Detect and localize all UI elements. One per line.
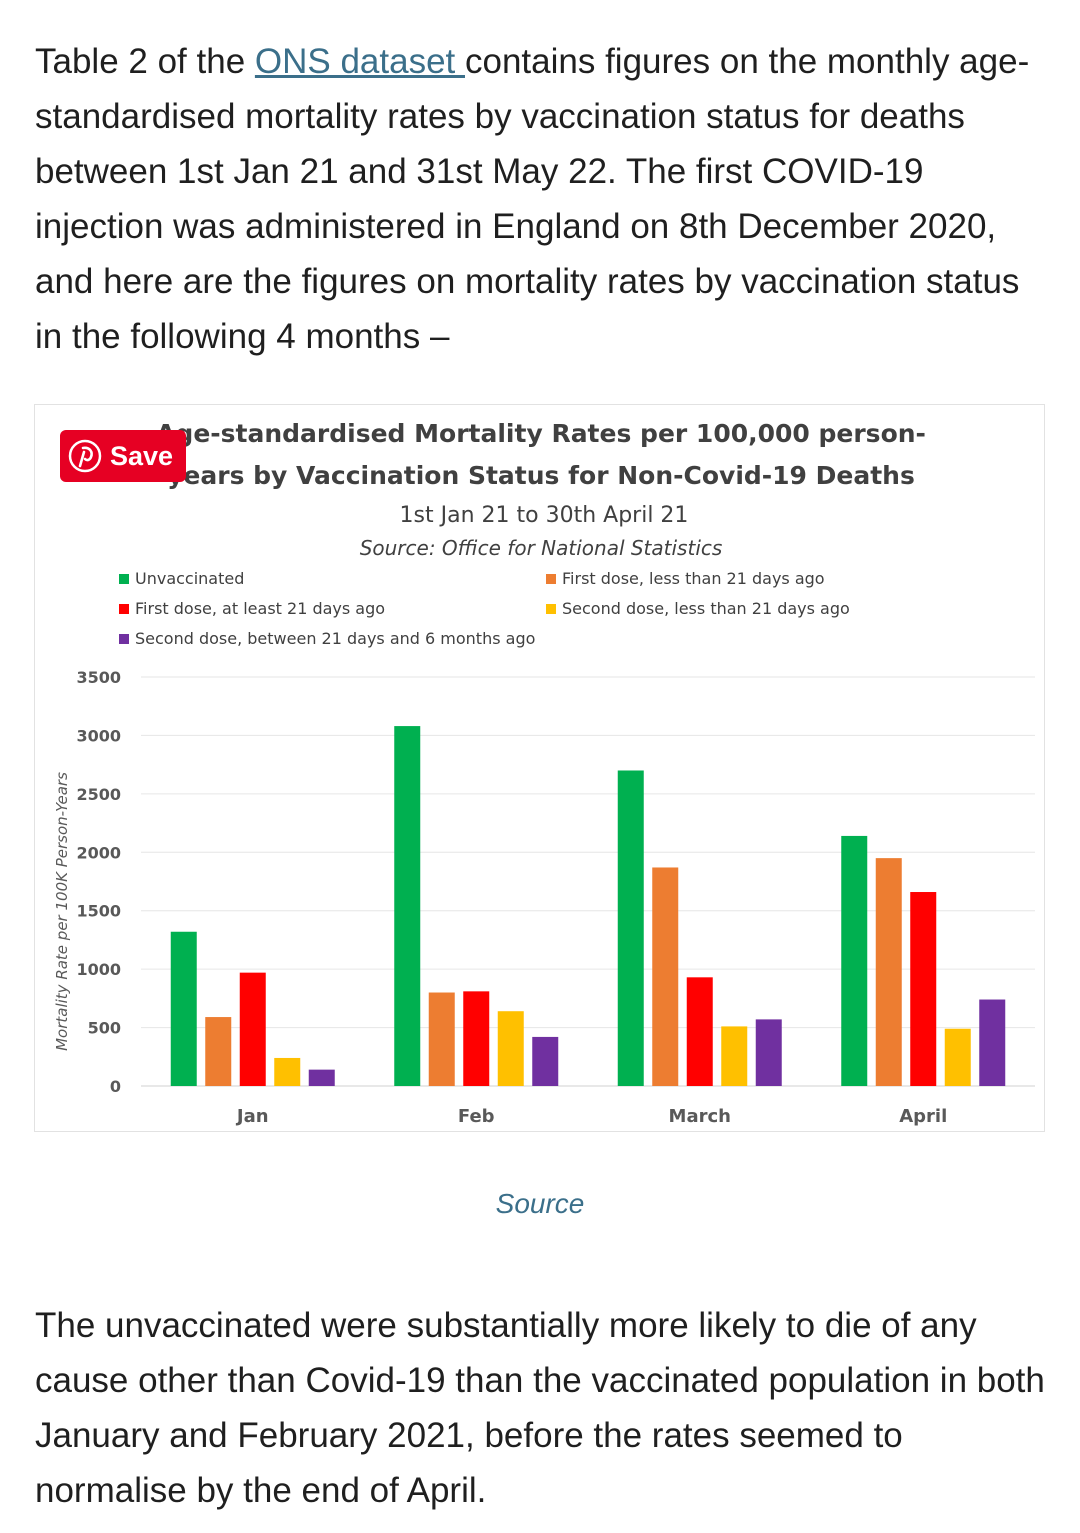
y-tick-label: 3000 — [76, 726, 121, 745]
bar — [170, 931, 197, 1086]
intro-text-after-link: contains figures on the monthly age-stan… — [35, 42, 1030, 356]
y-tick-label: 1500 — [76, 902, 121, 921]
conclusion-paragraph: The unvaccinated were substantially more… — [35, 1306, 1045, 1510]
legend-label: Unvaccinated — [135, 569, 244, 588]
chart-title-line-1: Age-standardised Mortality Rates per 100… — [156, 419, 926, 448]
legend-swatch — [546, 574, 556, 584]
legend-swatch — [546, 604, 556, 614]
bar-chart: Age-standardised Mortality Rates per 100… — [53, 419, 1035, 1127]
bar — [652, 867, 679, 1086]
legend-label: First dose, at least 21 days ago — [135, 599, 385, 618]
y-tick-label: 0 — [110, 1077, 121, 1096]
legend-label: Second dose, between 21 days and 6 month… — [135, 629, 535, 648]
x-category-label: Jan — [235, 1106, 269, 1127]
y-tick-label: 3500 — [76, 668, 121, 687]
intro-paragraph: Table 2 of the ONS dataset contains figu… — [35, 34, 1045, 364]
ons-dataset-link[interactable]: ONS dataset — [254, 42, 465, 81]
bar — [979, 999, 1006, 1086]
bar — [686, 977, 713, 1086]
y-tick-label: 2500 — [76, 785, 121, 804]
bar — [394, 726, 421, 1086]
bar — [755, 1019, 782, 1086]
bar — [428, 992, 455, 1086]
bar — [497, 1011, 524, 1086]
intro-text-before-link: Table 2 of the — [35, 42, 255, 81]
x-category-label: April — [899, 1106, 947, 1127]
bar — [910, 892, 937, 1086]
y-tick-label: 1000 — [76, 960, 121, 979]
bar — [841, 835, 868, 1086]
pinterest-icon — [68, 439, 102, 473]
legend-swatch — [119, 634, 129, 644]
pinterest-save-button[interactable]: Save — [60, 430, 186, 482]
chart-figure: Age-standardised Mortality Rates per 100… — [34, 404, 1045, 1132]
bar — [875, 858, 902, 1086]
chart-subtitle: 1st Jan 21 to 30th April 21 — [400, 503, 689, 528]
legend-swatch — [119, 574, 129, 584]
bar — [308, 1069, 335, 1086]
legend-swatch — [119, 604, 129, 614]
save-label: Save — [110, 440, 174, 471]
bar — [944, 1028, 971, 1086]
x-category-label: Feb — [458, 1106, 495, 1127]
bar — [239, 972, 266, 1086]
bar — [463, 991, 490, 1086]
y-axis-title: Mortality Rate per 100K Person-Years — [53, 772, 71, 1051]
y-tick-label: 500 — [88, 1019, 121, 1038]
x-category-label: March — [669, 1106, 731, 1127]
bar — [617, 770, 644, 1086]
y-tick-label: 2000 — [76, 843, 121, 862]
figure-source-caption[interactable]: Source — [495, 1188, 585, 1219]
bar — [532, 1036, 559, 1086]
bar — [721, 1026, 748, 1086]
bar — [205, 1017, 232, 1086]
legend-label: Second dose, less than 21 days ago — [562, 599, 850, 618]
legend-label: First dose, less than 21 days ago — [562, 569, 825, 588]
bar — [274, 1057, 301, 1086]
chart-title-line-2: years by Vaccination Status for Non-Covi… — [167, 461, 915, 490]
chart-source: Source: Office for National Statistics — [360, 536, 723, 560]
